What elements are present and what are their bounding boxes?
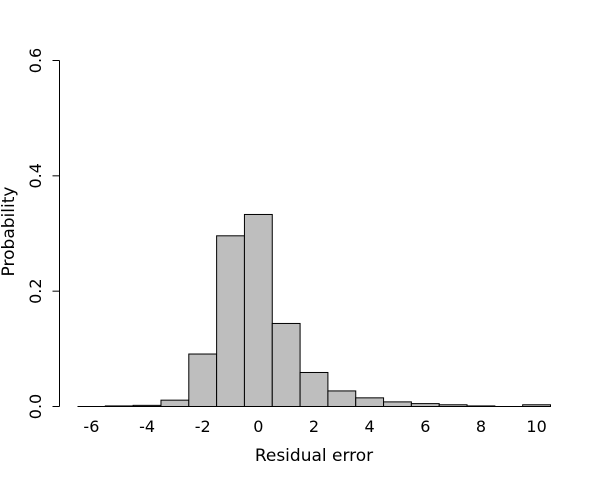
y-tick-label: 0.6 bbox=[26, 48, 45, 73]
x-tick-label: 2 bbox=[309, 417, 319, 436]
histogram-bar bbox=[383, 401, 412, 407]
x-tick-label: 10 bbox=[526, 417, 546, 436]
y-axis-title: Probability bbox=[0, 187, 19, 277]
y-ticks-group: 0.0 0.2 0.4 0.6 bbox=[26, 48, 60, 419]
x-tick-label: 0 bbox=[253, 417, 263, 436]
y-tick-label: 0.4 bbox=[26, 163, 45, 188]
histogram-bar bbox=[188, 353, 218, 408]
y-tick-label: 0.2 bbox=[26, 278, 45, 303]
histogram-bar bbox=[216, 235, 245, 407]
histogram-bar bbox=[327, 390, 357, 407]
x-ticks-group: -6 -4 -2 0 2 4 6 8 10 bbox=[83, 417, 546, 436]
x-tick-label: 6 bbox=[420, 417, 430, 436]
histogram-bar bbox=[271, 322, 301, 407]
histogram-bar bbox=[160, 399, 190, 408]
x-tick-label: 4 bbox=[365, 417, 375, 436]
bars-group bbox=[77, 213, 551, 408]
histogram-bar bbox=[355, 397, 385, 408]
y-tick-label: 0.0 bbox=[26, 394, 45, 419]
histogram-bar bbox=[243, 213, 273, 407]
histogram-bar bbox=[299, 371, 329, 407]
x-tick-label: -2 bbox=[195, 417, 211, 436]
x-tick-label: -4 bbox=[139, 417, 155, 436]
x-axis-title: Residual error bbox=[255, 446, 373, 466]
x-tick-label: -6 bbox=[83, 417, 99, 436]
x-tick-label: 8 bbox=[476, 417, 486, 436]
